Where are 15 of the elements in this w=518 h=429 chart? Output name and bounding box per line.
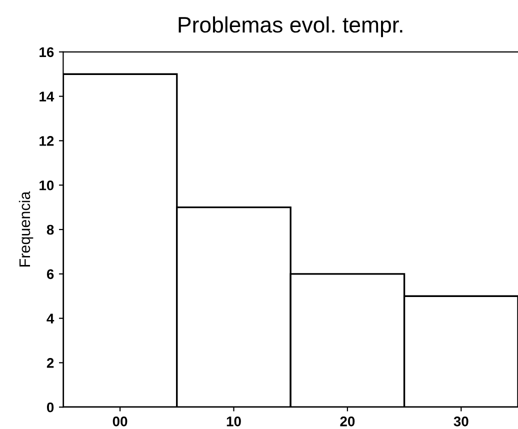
y-tick-label: 8 [46, 224, 54, 235]
x-tick-label: 10 [226, 416, 241, 426]
y-tick-label: 10 [40, 180, 54, 190]
y-tick-label: 4 [46, 314, 54, 324]
y-tick-label: 2 [46, 358, 54, 368]
x-tick-label: 30 [454, 416, 468, 426]
y-tick-label: 14 [40, 92, 54, 102]
y-tick-label: 16 [40, 47, 54, 58]
y-axis-title: Frequencia [18, 191, 34, 266]
y-tick-label: 12 [40, 136, 54, 146]
x-tick-label: 20 [340, 416, 355, 426]
y-tick-label: 0 [46, 402, 54, 412]
x-tick-label: 00 [112, 416, 128, 426]
y-tick-label: 6 [46, 269, 54, 280]
chart-title: Problemas evol. tempr. [178, 16, 402, 38]
